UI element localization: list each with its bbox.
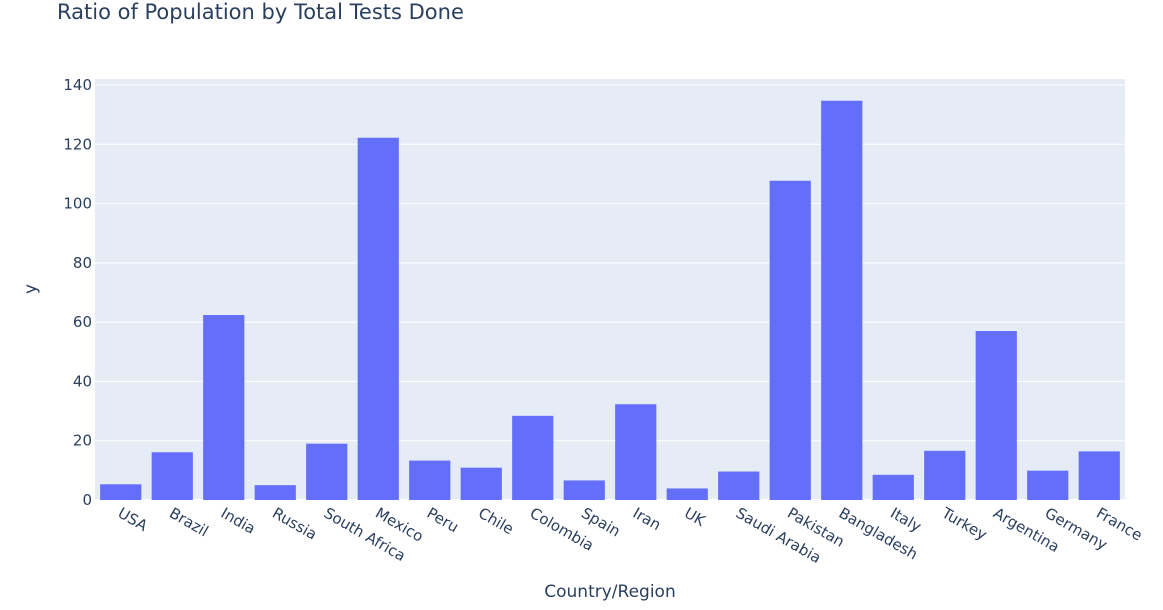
y-tick-label: 20: [73, 432, 92, 450]
bar-india: [203, 315, 245, 500]
bar-peru: [409, 460, 451, 500]
bar-south-africa: [306, 443, 348, 500]
bar-argentina: [975, 331, 1017, 500]
x-tick-label: Brazil: [166, 504, 211, 541]
bars: [100, 100, 1120, 500]
x-tick-label: Russia: [269, 504, 320, 544]
bar-chile: [460, 467, 502, 500]
bar-bangladesh: [821, 100, 863, 500]
bar-france: [1078, 451, 1120, 500]
y-tick-label: 40: [73, 372, 92, 390]
bar-turkey: [924, 450, 966, 500]
x-tick-label: UK: [681, 504, 709, 531]
y-tick-labels: 0 20 40 60 80 100 120 140: [63, 76, 92, 509]
y-tick-label: 140: [63, 76, 92, 94]
y-tick-label: 60: [73, 313, 92, 331]
bar-colombia: [512, 415, 554, 500]
x-tick-label: Peru: [424, 504, 462, 536]
bar-brazil: [151, 452, 193, 500]
y-tick-label: 80: [73, 254, 92, 272]
x-tick-label: Turkey: [938, 503, 990, 544]
bar-uk: [666, 488, 708, 500]
bar-mexico: [357, 137, 399, 500]
x-tick-labels: USA Brazil India Russia South AfricaMexicoPe…: [115, 503, 1146, 567]
x-tick-label: USA: [115, 504, 152, 535]
bar-spain: [563, 480, 605, 500]
x-tick-label: India: [218, 504, 259, 538]
bar-germany: [1027, 470, 1069, 500]
chart-title: Ratio of Population by Total Tests Done: [57, 0, 464, 24]
y-tick-label: 120: [63, 135, 92, 153]
bar-iran: [615, 404, 657, 500]
bar-pakistan: [769, 180, 811, 500]
bar-saudi-arabia: [718, 471, 760, 500]
y-tick-label: 0: [82, 491, 92, 509]
bar-russia: [254, 485, 296, 500]
y-tick-label: 100: [63, 195, 92, 213]
bar-italy: [872, 474, 914, 500]
x-tick-label: Iran: [630, 504, 664, 534]
x-tick-label: Chile: [475, 504, 517, 538]
bar-usa: [100, 484, 142, 500]
plot-background: [95, 79, 1125, 500]
x-axis-title: Country/Region: [544, 582, 675, 602]
y-axis-title: y: [21, 284, 41, 294]
